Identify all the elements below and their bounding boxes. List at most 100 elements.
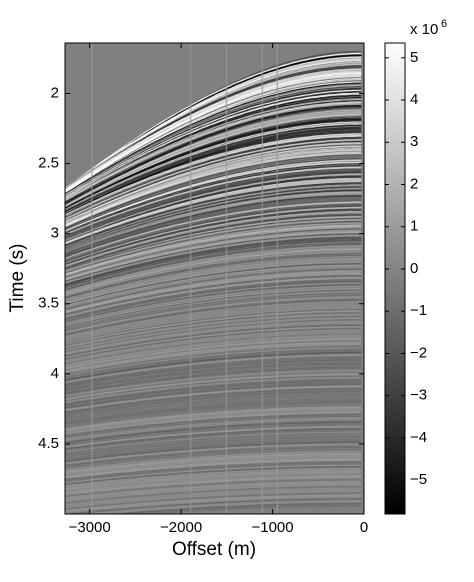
seismic-event bbox=[65, 410, 362, 433]
seismic-event bbox=[65, 370, 362, 397]
seismic-event bbox=[65, 338, 362, 370]
colorbar-tick-label: 4 bbox=[410, 91, 418, 108]
seismic-event bbox=[65, 362, 362, 391]
seismic-event bbox=[65, 298, 362, 336]
seismic-event bbox=[65, 415, 362, 439]
seismic-event bbox=[65, 289, 362, 328]
seismic-event bbox=[65, 413, 362, 437]
seismic-event bbox=[65, 486, 362, 505]
seismic-event bbox=[65, 322, 362, 356]
seismic-event bbox=[65, 251, 362, 297]
seismic-event bbox=[65, 308, 362, 344]
seismic-event bbox=[65, 236, 362, 286]
colorbar-tick-label: −3 bbox=[410, 387, 427, 404]
seismic-event bbox=[65, 398, 362, 423]
seismic-event bbox=[65, 94, 362, 201]
seismic-event bbox=[65, 447, 362, 467]
seismic-event bbox=[65, 465, 362, 485]
seismic-event bbox=[65, 301, 362, 337]
seismic-event bbox=[65, 166, 362, 236]
seismic-event bbox=[65, 203, 362, 260]
y-tick-label: 4 bbox=[51, 365, 59, 382]
seismic-event bbox=[65, 139, 362, 220]
seismic-event bbox=[65, 84, 362, 197]
seismic-event bbox=[65, 211, 362, 269]
seismic-event bbox=[65, 389, 362, 415]
seismic-event bbox=[65, 438, 362, 460]
seismic-event bbox=[65, 229, 362, 280]
seismic-event bbox=[65, 173, 362, 242]
seismic-event bbox=[96, 501, 362, 514]
seismic-event bbox=[65, 299, 362, 336]
seismic-event bbox=[65, 420, 362, 444]
seismic-event bbox=[65, 259, 362, 304]
seismic-event bbox=[65, 443, 362, 465]
seismic-event bbox=[65, 192, 362, 255]
seismic-event bbox=[65, 380, 362, 406]
seismic-event bbox=[65, 356, 362, 385]
seismic-event bbox=[65, 459, 362, 479]
seismic-event bbox=[65, 431, 362, 454]
seismic-event bbox=[65, 417, 362, 441]
seismic-event bbox=[65, 107, 362, 206]
colorbar-tick-label: 2 bbox=[410, 175, 418, 192]
seismic-event bbox=[65, 98, 362, 200]
seismic-event bbox=[65, 145, 362, 223]
seismic-event bbox=[65, 376, 362, 403]
seismic-event bbox=[65, 461, 362, 481]
seismic-event bbox=[65, 325, 362, 359]
seismic-event bbox=[65, 165, 362, 235]
seismic-event bbox=[65, 309, 362, 345]
seismic-event bbox=[65, 264, 362, 307]
seismic-event bbox=[65, 247, 362, 294]
seismic-event bbox=[65, 101, 362, 202]
seismic-event bbox=[65, 411, 362, 436]
seismic-event bbox=[65, 425, 362, 449]
seismic-event bbox=[65, 255, 362, 300]
seismic-event bbox=[65, 476, 362, 495]
seismic-event bbox=[65, 121, 362, 210]
seismic-event bbox=[65, 373, 362, 401]
seismic-event bbox=[65, 390, 362, 416]
seismic-event bbox=[65, 258, 362, 301]
seismic-event bbox=[65, 276, 362, 318]
seismic-event bbox=[65, 217, 362, 271]
seismic-event bbox=[65, 187, 362, 249]
seismic-event bbox=[65, 270, 362, 312]
seismic-event bbox=[65, 177, 362, 244]
seismic-event bbox=[65, 231, 362, 281]
seismic-event bbox=[65, 375, 362, 402]
y-axis-label: Time (s) bbox=[7, 244, 28, 313]
seismic-event bbox=[65, 109, 362, 207]
x-tick-label: 0 bbox=[360, 519, 368, 536]
seismic-event bbox=[65, 406, 362, 431]
seismic-event bbox=[65, 372, 362, 399]
y-tick-label: 2.5 bbox=[38, 155, 59, 172]
seismic-event bbox=[65, 282, 362, 322]
seismic-event bbox=[65, 441, 362, 463]
x-tick-label: −1000 bbox=[251, 519, 293, 536]
seismic-event bbox=[65, 327, 362, 360]
x-tick-label: −3000 bbox=[69, 519, 111, 536]
seismic-event bbox=[65, 305, 362, 341]
seismic-event bbox=[65, 263, 362, 306]
seismic-event bbox=[65, 245, 362, 292]
seismic-event bbox=[65, 266, 362, 308]
seismic-event bbox=[65, 435, 362, 458]
y-tick-label: 4.5 bbox=[38, 435, 59, 452]
seismic-event bbox=[65, 336, 362, 367]
seismic-event bbox=[65, 396, 362, 421]
seismic-event bbox=[65, 286, 362, 325]
seismic-event bbox=[65, 82, 362, 195]
seismic-event bbox=[65, 483, 362, 503]
seismic-event bbox=[65, 189, 362, 252]
seismic-event bbox=[65, 455, 362, 476]
seismic-event bbox=[65, 119, 362, 210]
seismic-event bbox=[65, 424, 362, 447]
seismic-event bbox=[65, 204, 362, 264]
seismic-event bbox=[65, 333, 362, 366]
seismic-event bbox=[65, 403, 362, 427]
seismic-event bbox=[65, 452, 362, 473]
seismic-event bbox=[65, 364, 362, 392]
seismic-event bbox=[65, 378, 362, 406]
